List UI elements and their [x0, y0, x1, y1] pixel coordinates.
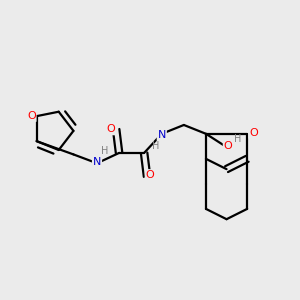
Text: O: O: [249, 128, 258, 138]
Text: O: O: [224, 142, 233, 152]
Text: O: O: [146, 170, 154, 180]
Text: N: N: [158, 130, 166, 140]
Text: N: N: [93, 157, 101, 167]
Text: H: H: [152, 141, 159, 151]
Text: O: O: [27, 111, 36, 121]
Text: H: H: [234, 134, 242, 144]
Text: O: O: [106, 124, 115, 134]
Text: H: H: [101, 146, 108, 157]
